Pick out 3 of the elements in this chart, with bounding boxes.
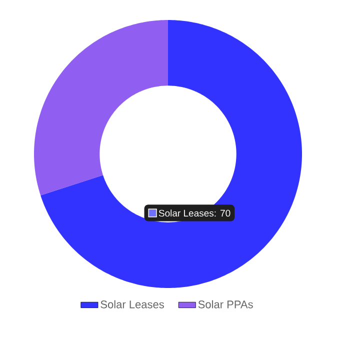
text: Solar Leases: 70 (158, 210, 230, 217)
legend-label: Solar PPAs (198, 300, 253, 308)
legend-label: Solar Leases (100, 300, 164, 308)
